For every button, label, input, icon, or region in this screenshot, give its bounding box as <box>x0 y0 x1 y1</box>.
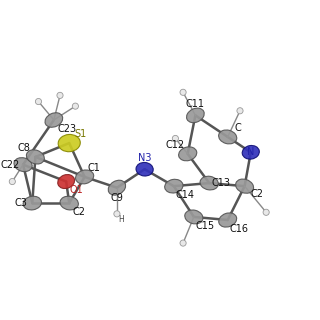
Text: C2: C2 <box>251 189 263 199</box>
Ellipse shape <box>60 196 78 210</box>
Text: C16: C16 <box>230 224 249 234</box>
Text: S1: S1 <box>75 129 87 139</box>
Circle shape <box>172 135 179 141</box>
Ellipse shape <box>236 179 253 193</box>
Ellipse shape <box>219 130 237 144</box>
Text: O1: O1 <box>69 185 83 195</box>
Circle shape <box>72 103 78 109</box>
Text: C23: C23 <box>57 124 76 134</box>
Ellipse shape <box>185 210 203 224</box>
Ellipse shape <box>45 113 63 127</box>
Ellipse shape <box>200 176 218 190</box>
Text: C3: C3 <box>14 198 27 208</box>
Text: H: H <box>119 215 124 224</box>
Text: N: N <box>247 147 254 157</box>
Ellipse shape <box>76 170 94 184</box>
Ellipse shape <box>187 108 204 123</box>
Text: C12: C12 <box>166 140 185 150</box>
Text: N3: N3 <box>138 154 151 164</box>
Text: C8: C8 <box>17 143 30 153</box>
Ellipse shape <box>58 174 75 188</box>
Ellipse shape <box>23 196 42 210</box>
Circle shape <box>36 99 42 105</box>
Text: C2: C2 <box>73 207 85 217</box>
Ellipse shape <box>136 163 153 176</box>
Text: C9: C9 <box>110 194 124 204</box>
Circle shape <box>180 240 186 246</box>
Ellipse shape <box>219 213 237 227</box>
Ellipse shape <box>27 150 44 164</box>
Ellipse shape <box>108 180 126 195</box>
Ellipse shape <box>14 158 32 172</box>
Circle shape <box>114 211 120 217</box>
Circle shape <box>9 179 15 185</box>
Ellipse shape <box>165 179 183 193</box>
Text: C1: C1 <box>87 163 100 173</box>
Circle shape <box>263 209 269 215</box>
Text: C14: C14 <box>175 190 194 200</box>
Ellipse shape <box>179 147 197 161</box>
Ellipse shape <box>58 134 80 152</box>
Text: C15: C15 <box>196 220 215 230</box>
Circle shape <box>57 92 63 99</box>
Text: C: C <box>234 123 241 133</box>
Text: C11: C11 <box>186 99 205 109</box>
Circle shape <box>180 89 186 95</box>
Text: C13: C13 <box>212 178 230 188</box>
Ellipse shape <box>242 146 259 159</box>
Circle shape <box>237 108 243 114</box>
Text: C22: C22 <box>1 160 20 170</box>
